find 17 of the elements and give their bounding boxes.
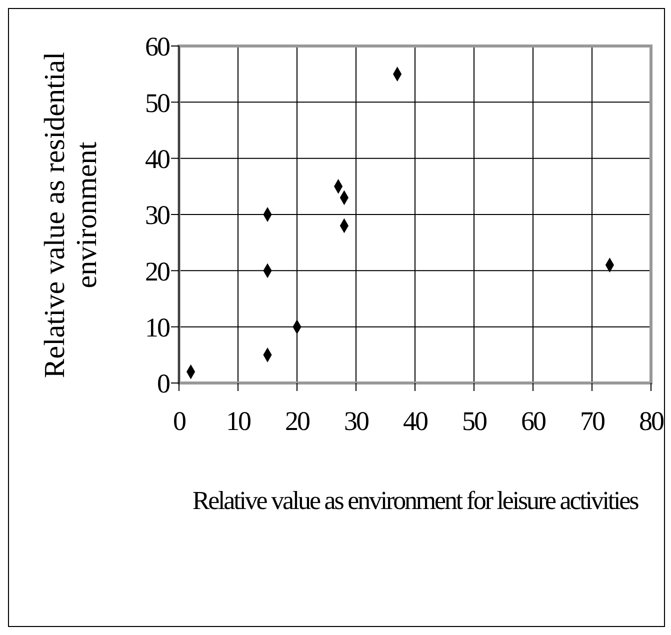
y-tick-label: 0 bbox=[157, 368, 170, 399]
y-axis-title: Relative value as residential environment bbox=[38, 50, 104, 380]
x-tick-label: 60 bbox=[521, 406, 546, 436]
x-tick-label: 70 bbox=[580, 406, 605, 436]
y-tick-label: 40 bbox=[145, 144, 170, 174]
x-tick-label: 40 bbox=[403, 406, 428, 436]
x-tick-label: 30 bbox=[344, 406, 369, 436]
y-tick-label: 50 bbox=[145, 88, 170, 118]
x-tick-label: 80 bbox=[639, 406, 664, 436]
y-tick-label: 20 bbox=[145, 256, 170, 286]
y-tick-label: 30 bbox=[145, 200, 170, 230]
x-tick-label: 10 bbox=[226, 406, 251, 436]
y-tick-label: 60 bbox=[145, 32, 170, 62]
x-tick-label: 50 bbox=[462, 406, 487, 436]
x-tick-label: 20 bbox=[285, 406, 310, 436]
y-tick-label: 10 bbox=[145, 312, 170, 342]
x-axis-title: Relative value as environment for leisure activities bbox=[191, 485, 640, 517]
